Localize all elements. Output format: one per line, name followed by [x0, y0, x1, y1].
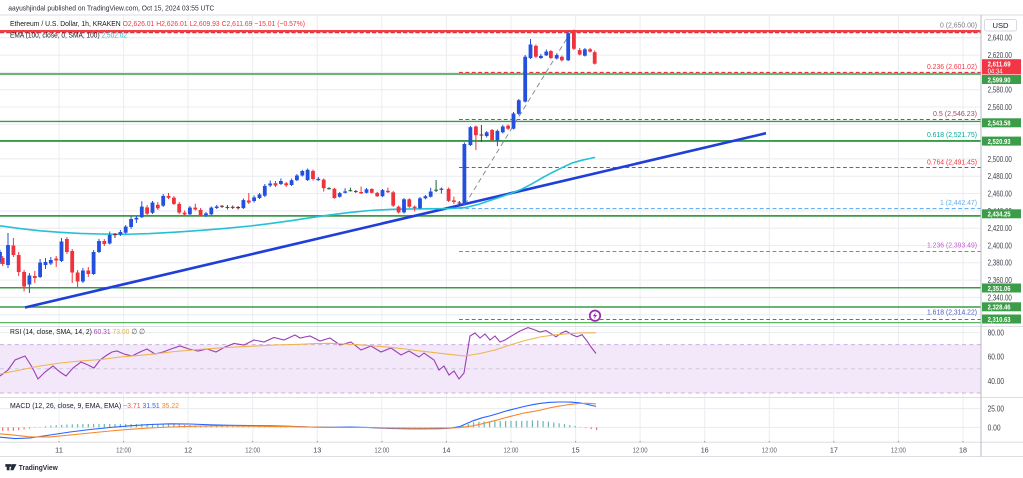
svg-text:2,520.93: 2,520.93	[988, 137, 1011, 146]
svg-text:aayushjindal published on Trad: aayushjindal published on TradingView.co…	[8, 4, 215, 13]
svg-text:14: 14	[442, 446, 450, 455]
svg-text:12:00: 12:00	[762, 446, 777, 455]
svg-text:2,400.00: 2,400.00	[988, 241, 1013, 250]
svg-text:2,328.46: 2,328.46	[988, 303, 1011, 312]
svg-text:1.618 (2,314.22): 1.618 (2,314.22)	[927, 308, 977, 317]
svg-text:2,599.90: 2,599.90	[988, 75, 1011, 84]
svg-text:15: 15	[572, 446, 580, 455]
svg-text:25.00: 25.00	[988, 405, 1005, 414]
svg-text:80.00: 80.00	[988, 328, 1005, 337]
svg-text:USD: USD	[993, 21, 1010, 30]
svg-text:12:00: 12:00	[374, 446, 389, 455]
svg-text:0 (2,650.00): 0 (2,650.00)	[940, 20, 977, 29]
svg-text:0.00: 0.00	[988, 423, 1001, 432]
svg-text:Ethereum / U.S. Dollar, 1h, KR: Ethereum / U.S. Dollar, 1h, KRAKEN O2,62…	[10, 19, 305, 28]
svg-text:12:00: 12:00	[245, 446, 260, 455]
svg-text:2,500.00: 2,500.00	[988, 155, 1013, 164]
svg-text:2,560.00: 2,560.00	[988, 103, 1013, 112]
svg-text:TradingView: TradingView	[19, 463, 58, 472]
svg-text:13: 13	[313, 446, 321, 455]
svg-text:2,360.00: 2,360.00	[988, 276, 1013, 285]
svg-text:04:34: 04:34	[988, 69, 1003, 76]
svg-text:2,340.00: 2,340.00	[988, 293, 1013, 302]
svg-text:2,620.00: 2,620.00	[988, 51, 1013, 60]
svg-text:1.236 (2,393.49): 1.236 (2,393.49)	[927, 241, 977, 250]
svg-text:2,480.00: 2,480.00	[988, 172, 1013, 181]
svg-text:EMA (100, close, 0, SMA, 100): EMA (100, close, 0, SMA, 100) 2,502.02	[10, 31, 127, 40]
svg-text:16: 16	[701, 446, 709, 455]
svg-text:12:00: 12:00	[504, 446, 519, 455]
svg-text:2,611.69: 2,611.69	[988, 59, 1011, 68]
svg-text:0.5 (2,546.23): 0.5 (2,546.23)	[933, 109, 977, 118]
svg-text:2,351.06: 2,351.06	[988, 284, 1011, 293]
svg-text:12:00: 12:00	[891, 446, 906, 455]
svg-text:0.764 (2,491.45): 0.764 (2,491.45)	[927, 157, 977, 166]
svg-text:2,640.00: 2,640.00	[988, 34, 1013, 43]
svg-text:17: 17	[830, 446, 838, 455]
svg-text:12:00: 12:00	[116, 446, 131, 455]
svg-text:RSI (14, close, SMA, 14, 2) 60: RSI (14, close, SMA, 14, 2) 60.31 73.00 …	[10, 327, 145, 336]
svg-text:2,380.00: 2,380.00	[988, 259, 1013, 268]
svg-text:2,310.63: 2,310.63	[988, 315, 1011, 324]
svg-text:2,460.00: 2,460.00	[988, 189, 1013, 198]
svg-text:18: 18	[959, 446, 967, 455]
svg-text:40.00: 40.00	[988, 377, 1005, 386]
svg-text:60.00: 60.00	[988, 353, 1005, 362]
svg-text:11: 11	[55, 446, 63, 455]
svg-text:2,543.58: 2,543.58	[988, 119, 1011, 128]
svg-text:12:00: 12:00	[633, 446, 648, 455]
svg-text:12: 12	[184, 446, 192, 455]
svg-text:1 (2,442.47): 1 (2,442.47)	[940, 198, 977, 207]
svg-text:0.618 (2,521.75): 0.618 (2,521.75)	[927, 130, 977, 139]
svg-text:MACD (12, 26, close, 9, EMA, E: MACD (12, 26, close, 9, EMA, EMA) −3.71 …	[10, 401, 179, 410]
svg-text:0.236 (2,601.02): 0.236 (2,601.02)	[927, 62, 977, 71]
svg-text:2,434.25: 2,434.25	[988, 210, 1011, 219]
svg-text:2,420.00: 2,420.00	[988, 224, 1013, 233]
svg-text:2,580.00: 2,580.00	[988, 86, 1013, 95]
